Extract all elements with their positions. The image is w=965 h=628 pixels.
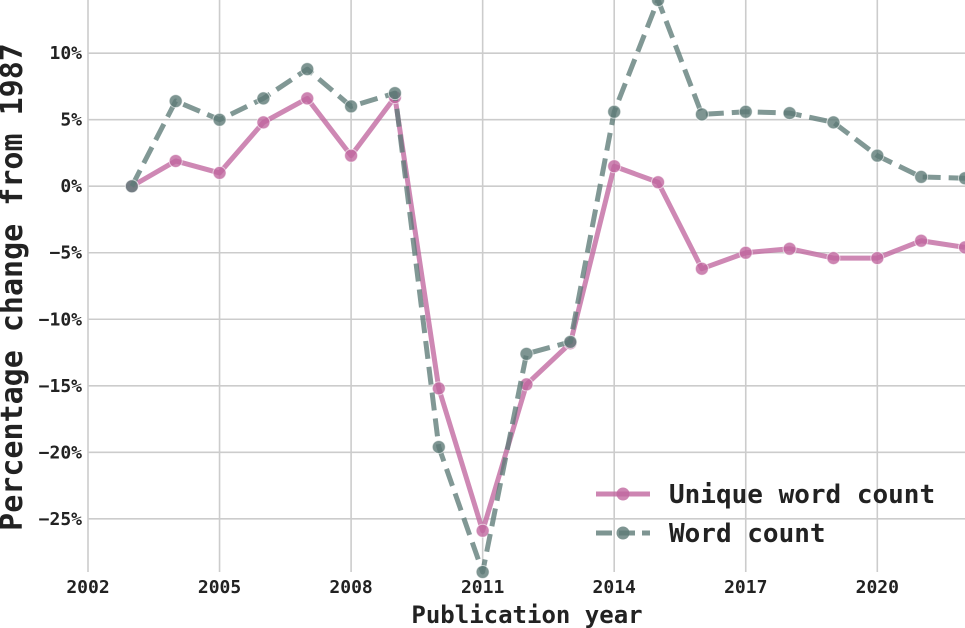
legend-item: Word count <box>596 519 826 549</box>
data-point <box>256 91 271 106</box>
data-point <box>212 165 227 180</box>
data-point <box>607 159 622 174</box>
legend-label: Unique word count <box>669 480 935 510</box>
data-point <box>344 148 359 163</box>
series-lines <box>124 0 965 579</box>
legend-label: Word count <box>669 519 826 549</box>
data-point <box>300 91 315 106</box>
series-word-count <box>124 0 965 579</box>
data-point <box>475 565 490 579</box>
data-point <box>694 107 709 122</box>
data-point <box>651 0 666 7</box>
data-point <box>738 104 753 119</box>
x-tick-label: 2014 <box>593 577 637 598</box>
data-point <box>519 346 534 361</box>
data-point <box>870 251 885 266</box>
data-point <box>475 523 490 538</box>
y-tick-label: −5% <box>49 243 82 264</box>
x-tick-label: 2020 <box>856 577 899 598</box>
data-point <box>826 115 841 130</box>
x-axis-ticks: 2002 2005 2008 2011 2014 2017 2020 <box>66 577 899 598</box>
data-point <box>958 171 965 186</box>
y-axis-ticks: −25% −20% −15% −10% −5% 0% 5% 10% <box>39 43 83 530</box>
y-tick-label: 0% <box>60 176 82 197</box>
data-point <box>168 94 183 109</box>
y-tick-label: −25% <box>39 509 83 530</box>
y-tick-label: 10% <box>49 43 82 64</box>
y-tick-label: −15% <box>39 376 83 397</box>
x-tick-label: 2002 <box>66 577 109 598</box>
y-tick-label: −20% <box>39 442 83 463</box>
data-point <box>431 381 446 396</box>
data-point <box>826 251 841 266</box>
data-point <box>124 179 139 194</box>
data-point <box>782 241 797 256</box>
data-point <box>870 148 885 163</box>
x-tick-label: 2011 <box>461 577 504 598</box>
legend: Unique word count Word count <box>596 480 935 549</box>
x-tick-label: 2017 <box>724 577 767 598</box>
data-point <box>256 115 271 130</box>
data-point <box>431 439 446 454</box>
series-line <box>129 0 965 575</box>
x-tick-label: 2005 <box>198 577 241 598</box>
y-axis-title: Percentage change from 1987 <box>0 43 30 531</box>
data-point <box>782 106 797 121</box>
data-point <box>651 175 666 190</box>
y-tick-label: 5% <box>60 110 82 131</box>
x-tick-label: 2008 <box>329 577 372 598</box>
data-point <box>694 261 709 276</box>
data-point <box>168 153 183 168</box>
data-point <box>563 334 578 349</box>
data-point <box>607 104 622 119</box>
data-point <box>212 112 227 127</box>
data-point <box>387 86 402 101</box>
data-point <box>300 62 315 77</box>
data-point <box>914 169 929 184</box>
legend-item: Unique word count <box>596 480 935 510</box>
data-point <box>738 245 753 260</box>
data-point <box>344 99 359 114</box>
x-axis-title: Publication year <box>411 601 642 628</box>
series-line <box>130 94 965 534</box>
legend-swatch-marker <box>616 487 630 501</box>
series-unique-word-count <box>124 90 965 538</box>
y-tick-label: −10% <box>39 309 83 330</box>
legend-swatch-marker <box>616 526 630 540</box>
data-point <box>914 233 929 248</box>
data-point <box>958 240 965 255</box>
